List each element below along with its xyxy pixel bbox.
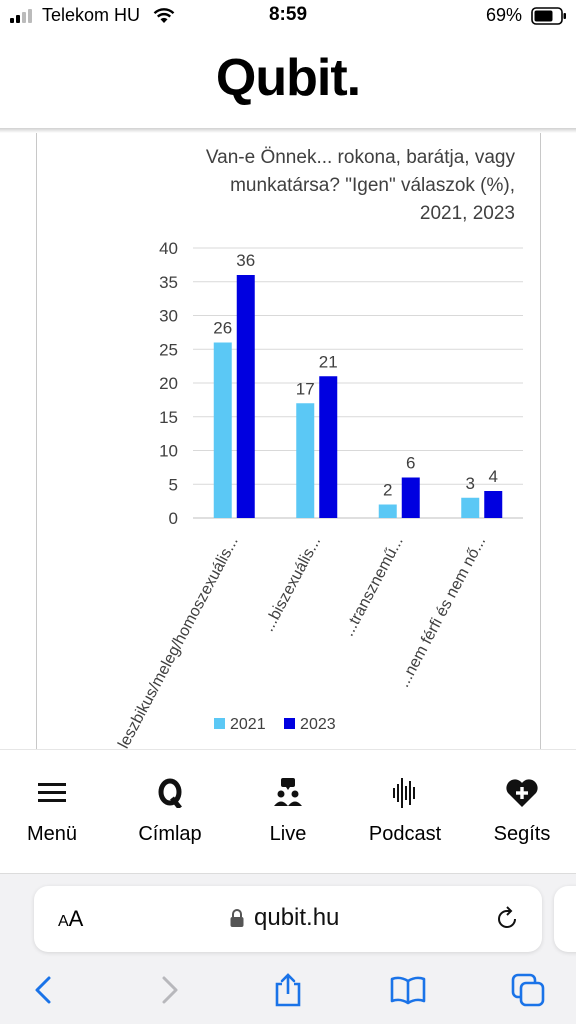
chart-title-line: 2021, 2023 [419, 203, 515, 224]
data-label: 6 [406, 454, 415, 473]
bar-2023 [319, 376, 338, 518]
clock: 8:59 [268, 4, 308, 25]
y-tick-label: 0 [169, 509, 178, 528]
y-tick-label: 20 [159, 374, 178, 393]
article-frame-left [36, 133, 37, 749]
forward-icon[interactable] [151, 972, 187, 1008]
x-category-label: ...nem férfi és nem nő... [395, 534, 489, 690]
battery-icon [531, 7, 566, 25]
nav-label: Segíts [493, 823, 551, 845]
data-label: 17 [296, 379, 315, 398]
bottom-navigation: Menü Címlap Live Podcast [0, 749, 576, 873]
nav-label: Podcast [368, 823, 442, 845]
heart-plus-icon [506, 779, 538, 807]
chart-title: Van-e Önnek... rokona, barátja, vagy mun… [120, 144, 515, 228]
data-label: 36 [236, 251, 255, 270]
reader-settings-button[interactable]: AA [58, 906, 84, 931]
legend-label: 2021 [230, 716, 266, 733]
nav-label: Menü [26, 823, 78, 845]
x-category-label: ...biszexuális... [260, 534, 324, 635]
battery-percent: 69% [486, 5, 523, 25]
bar-2023 [401, 477, 420, 518]
y-tick-label: 25 [159, 340, 178, 359]
chart-legend: 2021 2023 [214, 716, 350, 734]
menu-icon [38, 783, 66, 802]
live-chat-icon [274, 778, 302, 806]
data-label: 4 [489, 467, 498, 486]
nav-item-home[interactable]: Címlap [112, 750, 228, 874]
nav-item-support[interactable]: Segíts [464, 750, 576, 874]
signal-icon [10, 9, 32, 23]
x-category-label: ...transznemű... [340, 534, 407, 639]
bar-2023 [236, 275, 255, 518]
y-tick-label: 15 [159, 408, 178, 427]
y-tick-label: 10 [159, 442, 178, 461]
legend-item-2023: 2023 [284, 716, 336, 734]
browser-toolbar: AA qubit.hu [0, 873, 576, 1024]
site-header: Qubit. [0, 32, 576, 128]
address-bar[interactable]: AA qubit.hu [34, 886, 542, 952]
legend-swatch [284, 718, 296, 729]
nav-label: Live [269, 823, 307, 845]
podcast-icon [393, 778, 415, 808]
bar-2021 [213, 342, 232, 518]
y-tick-label: 30 [159, 307, 178, 326]
header-divider [0, 128, 576, 133]
lock-icon [230, 909, 244, 927]
data-label: 26 [213, 319, 232, 338]
site-logo[interactable]: Qubit. [215, 49, 361, 107]
article-frame-right [540, 133, 541, 749]
bar-chart: 05101520253035402636...leszbikus/meleg/h… [109, 239, 523, 760]
y-tick-label: 35 [159, 273, 178, 292]
status-bar: Telekom HU 8:59 69% [0, 0, 576, 32]
share-icon[interactable] [270, 972, 306, 1008]
nav-label: Címlap [138, 823, 202, 845]
tabs-icon[interactable] [510, 972, 546, 1008]
url-text: qubit.hu [254, 904, 340, 931]
nav-item-podcast[interactable]: Podcast [347, 750, 463, 874]
data-label: 3 [466, 474, 475, 493]
next-tab-preview[interactable] [554, 886, 576, 952]
bar-2021 [296, 403, 315, 518]
nav-item-live[interactable]: Live [230, 750, 346, 874]
carrier-name: Telekom HU [42, 5, 141, 25]
data-label: 2 [383, 481, 392, 500]
nav-item-menu[interactable]: Menü [0, 750, 110, 874]
bar-2021 [378, 504, 397, 518]
y-tick-label: 5 [169, 475, 178, 494]
reload-icon[interactable] [494, 906, 520, 932]
y-tick-label: 40 [159, 239, 178, 258]
data-label: 21 [319, 352, 338, 371]
legend-swatch [214, 718, 225, 729]
legend-label: 2023 [300, 716, 336, 733]
chart-title-line: Van-e Önnek... rokona, barátja, vagy [205, 147, 515, 168]
bar-2021 [461, 497, 480, 518]
bookmarks-icon[interactable] [390, 972, 426, 1008]
q-logo-icon [158, 778, 182, 808]
bar-2023 [484, 491, 503, 518]
chart-title-line: munkatársa? "Igen" válaszok (%), [230, 175, 515, 196]
legend-item-2021: 2021 [214, 716, 266, 734]
wifi-icon [153, 8, 175, 23]
back-icon[interactable] [26, 972, 62, 1008]
